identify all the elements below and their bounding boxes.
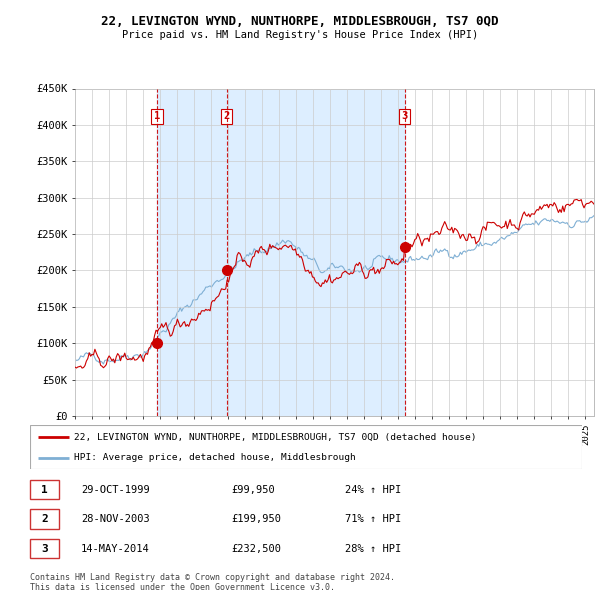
Text: 1: 1 xyxy=(154,112,160,122)
Text: 14-MAY-2014: 14-MAY-2014 xyxy=(81,544,150,553)
Text: 28% ↑ HPI: 28% ↑ HPI xyxy=(345,544,401,553)
Text: 3: 3 xyxy=(41,544,48,553)
Text: £99,950: £99,950 xyxy=(231,485,275,494)
Text: 29-OCT-1999: 29-OCT-1999 xyxy=(81,485,150,494)
Text: 28-NOV-2003: 28-NOV-2003 xyxy=(81,514,150,524)
Text: Contains HM Land Registry data © Crown copyright and database right 2024.: Contains HM Land Registry data © Crown c… xyxy=(30,573,395,582)
Text: £232,500: £232,500 xyxy=(231,544,281,553)
Text: HPI: Average price, detached house, Middlesbrough: HPI: Average price, detached house, Midd… xyxy=(74,454,356,463)
Text: £199,950: £199,950 xyxy=(231,514,281,524)
Text: 24% ↑ HPI: 24% ↑ HPI xyxy=(345,485,401,494)
Text: 2: 2 xyxy=(41,514,48,524)
Text: Price paid vs. HM Land Registry's House Price Index (HPI): Price paid vs. HM Land Registry's House … xyxy=(122,30,478,40)
Text: 22, LEVINGTON WYND, NUNTHORPE, MIDDLESBROUGH, TS7 0QD (detached house): 22, LEVINGTON WYND, NUNTHORPE, MIDDLESBR… xyxy=(74,432,476,442)
Text: 22, LEVINGTON WYND, NUNTHORPE, MIDDLESBROUGH, TS7 0QD: 22, LEVINGTON WYND, NUNTHORPE, MIDDLESBR… xyxy=(101,15,499,28)
Text: 2: 2 xyxy=(223,112,230,122)
Text: This data is licensed under the Open Government Licence v3.0.: This data is licensed under the Open Gov… xyxy=(30,583,335,590)
Text: 1: 1 xyxy=(41,485,48,494)
Bar xyxy=(227,88,404,416)
Bar xyxy=(157,88,227,416)
Text: 3: 3 xyxy=(401,112,408,122)
Text: 71% ↑ HPI: 71% ↑ HPI xyxy=(345,514,401,524)
